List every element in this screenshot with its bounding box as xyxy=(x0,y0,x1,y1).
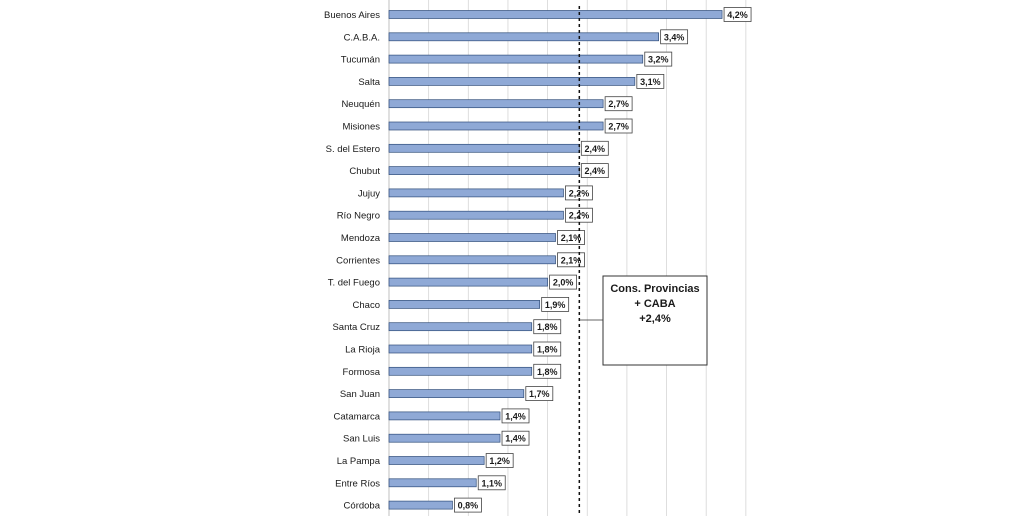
data-label-box xyxy=(501,430,530,446)
data-label: 1,8% xyxy=(537,322,558,332)
bar xyxy=(388,166,580,175)
category-label: Salta xyxy=(358,77,380,88)
bar xyxy=(388,366,533,376)
data-label: 3,4% xyxy=(664,32,685,42)
bar xyxy=(388,143,580,153)
data-label-box xyxy=(636,74,665,89)
data-label: 2,2% xyxy=(569,211,590,221)
data-label: 2,4% xyxy=(585,166,606,176)
bar xyxy=(388,233,556,242)
data-label-box xyxy=(533,319,562,335)
data-label: 1,4% xyxy=(505,434,526,444)
bar xyxy=(388,121,604,131)
category-label: Formosa xyxy=(343,367,381,378)
annotation-line-3: +2,4% xyxy=(639,313,671,325)
data-label-box xyxy=(549,274,577,290)
data-label-box xyxy=(477,475,506,491)
data-label-box xyxy=(557,230,585,245)
data-label-box xyxy=(533,363,562,379)
category-label: Jujuy xyxy=(358,188,380,199)
bar xyxy=(388,411,501,421)
data-label: 1,8% xyxy=(537,345,558,355)
bar xyxy=(388,478,477,488)
data-label-box xyxy=(485,453,514,468)
category-label: S. del Estero xyxy=(326,144,380,155)
bar xyxy=(388,32,659,42)
data-label: 2,7% xyxy=(608,122,629,132)
data-label: 2,1% xyxy=(561,233,582,243)
data-label: 1,4% xyxy=(505,411,526,421)
data-label: 1,1% xyxy=(481,478,502,488)
average-annotation-box xyxy=(602,275,708,366)
category-label: Buenos Aires xyxy=(324,10,380,21)
data-label-box xyxy=(604,96,633,112)
data-label-box xyxy=(644,51,673,67)
data-label: 3,2% xyxy=(648,55,669,65)
category-label: Chubut xyxy=(349,166,380,177)
data-label: 2,1% xyxy=(561,255,582,265)
category-label: San Luis xyxy=(343,434,380,445)
category-label: Mendoza xyxy=(341,233,381,244)
data-label-box xyxy=(604,118,633,134)
data-label: 1,7% xyxy=(529,389,550,399)
category-label: Tucumán xyxy=(341,55,380,66)
bar xyxy=(388,210,564,220)
category-label: Catamarca xyxy=(334,411,381,422)
bar xyxy=(388,433,501,443)
bar xyxy=(388,54,644,64)
bar xyxy=(388,99,604,109)
category-label: Misiones xyxy=(343,122,381,133)
bar xyxy=(388,10,723,19)
bar xyxy=(388,277,548,287)
bar xyxy=(388,456,485,465)
data-label: 1,8% xyxy=(537,367,558,377)
category-label: Córdoba xyxy=(344,501,381,512)
data-label-box xyxy=(454,497,482,513)
category-label: Río Negro xyxy=(337,211,380,222)
category-label: Entre Ríos xyxy=(335,478,380,489)
bar xyxy=(388,500,453,510)
data-label: 1,9% xyxy=(545,300,566,310)
category-label: Neuquén xyxy=(341,99,380,110)
annotation-line-1: Cons. Provincias xyxy=(610,283,699,295)
data-label-box xyxy=(557,252,585,268)
category-labels: Buenos Aires C.A.B.A. Tucumán Salta Neuquén M… xyxy=(324,10,381,512)
data-label: 4,2% xyxy=(727,10,748,20)
data-label: 2,7% xyxy=(608,99,629,109)
data-label: 1,2% xyxy=(489,456,510,466)
category-label: C.A.B.A. xyxy=(344,32,380,43)
bars xyxy=(388,10,723,510)
annotation-line-2: + CABA xyxy=(634,298,675,310)
category-label: Santa Cruz xyxy=(332,322,380,333)
data-label-box xyxy=(533,341,562,357)
data-label: 2,4% xyxy=(585,144,606,154)
category-label: La Pampa xyxy=(337,456,381,467)
data-labels: 4,2%3,4%3,2%3,1%2,7%2,7%2,4%2,4%2,2%2,2%… xyxy=(454,7,752,513)
bar xyxy=(388,344,533,354)
category-label: San Juan xyxy=(340,389,380,400)
bar xyxy=(388,77,636,86)
bar xyxy=(388,300,541,309)
category-label: Chaco xyxy=(353,300,380,311)
category-label: T. del Fuego xyxy=(328,278,380,289)
data-label-box xyxy=(580,163,609,179)
bar xyxy=(388,322,533,332)
data-label-box xyxy=(723,7,752,22)
data-label: 2,0% xyxy=(553,278,574,288)
bar xyxy=(388,188,564,198)
data-label-box xyxy=(501,408,530,424)
category-label: Corrientes xyxy=(336,255,380,266)
data-label-box xyxy=(660,29,689,45)
data-label: 0,8% xyxy=(458,501,479,511)
data-label-box xyxy=(580,140,609,156)
bar xyxy=(388,389,525,398)
data-label: 3,1% xyxy=(640,77,661,87)
data-label-box xyxy=(541,296,570,312)
bar xyxy=(388,255,556,265)
category-label: La Rioja xyxy=(345,345,381,356)
data-label-box xyxy=(525,386,554,402)
